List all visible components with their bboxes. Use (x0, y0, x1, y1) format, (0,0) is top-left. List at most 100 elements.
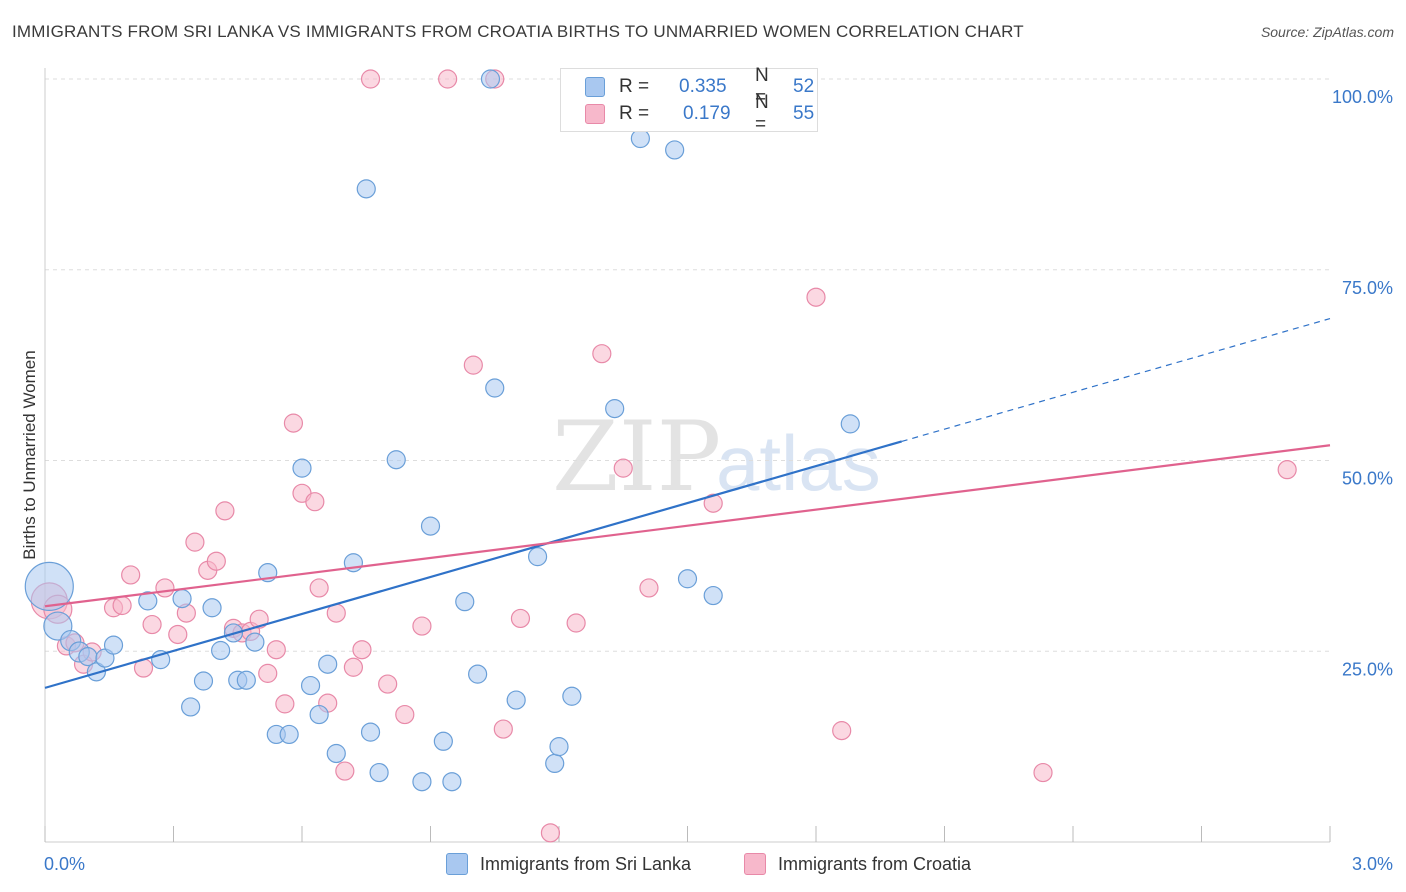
y-tick-label: 100.0% (1332, 87, 1393, 107)
croatia-point (613, 458, 633, 478)
legend-swatch-croatia (585, 104, 605, 124)
legend-r-value: 0.335 (679, 76, 727, 97)
watermark-atlas: atlas (716, 419, 881, 507)
sri-lanka-point (211, 640, 231, 661)
sri-lanka-point (300, 675, 321, 696)
sri-lanka-point (369, 762, 389, 783)
sri-lanka-point (545, 753, 565, 774)
y-tick-label: 75.0% (1342, 278, 1393, 298)
croatia-point (463, 355, 483, 375)
croatia-point (185, 532, 205, 552)
legend-r-label: R = (619, 103, 650, 124)
croatia-point (305, 492, 325, 512)
sri-lanka-point (172, 589, 192, 609)
axes (44, 68, 1331, 843)
sri-lanka-point (309, 704, 329, 725)
croatia-point (283, 413, 304, 433)
sri-lanka-point (485, 378, 505, 398)
tick-labels: 25.0% 50.0% 75.0% 100.0% 0.0% 3.0% (44, 87, 1393, 874)
croatia-point (258, 663, 278, 683)
croatia-point (168, 624, 188, 645)
croatia-point (806, 287, 826, 307)
sri-lanka-point (202, 598, 222, 618)
croatia-point (266, 640, 286, 660)
sri-lanka-points (24, 69, 860, 792)
grid-lines (45, 78, 1330, 652)
croatia-point (1033, 762, 1053, 783)
sri-lanka-trend-line (44, 440, 902, 689)
sri-lanka-point (138, 591, 158, 611)
legend-swatch-sri-lanka (446, 853, 468, 875)
source-label: Source: ZipAtlas.com (1260, 24, 1394, 40)
sri-lanka-point (412, 772, 432, 792)
sri-lanka-point (433, 731, 453, 751)
correlation-legend: R = 0.335 N = 52 R = 0.179 N = 55 (560, 65, 818, 135)
sri-lanka-point (386, 450, 406, 470)
croatia-point (1277, 460, 1297, 480)
sri-lanka-point (24, 561, 74, 611)
y-tick-label: 25.0% (1342, 659, 1393, 679)
legend-item-sri-lanka: Immigrants from Sri Lanka (446, 850, 691, 878)
sri-lanka-point (549, 737, 569, 757)
sri-lanka-point (442, 772, 462, 792)
sri-lanka-point (420, 516, 441, 536)
croatia-point (275, 694, 295, 714)
croatia-point (249, 609, 269, 629)
legend-r-value: 0.179 (683, 103, 731, 124)
sri-lanka-point (605, 399, 625, 419)
zipatlas-watermark: ZIP atlas (552, 401, 881, 513)
legend-label-croatia: Immigrants from Croatia (778, 853, 972, 874)
legend-n-value: 52 (793, 76, 815, 97)
sri-lanka-point (455, 592, 475, 612)
croatia-trend-line (44, 444, 1331, 608)
legend-n-label: N = (755, 92, 769, 135)
croatia-point (121, 565, 141, 585)
sri-lanka-point (326, 743, 346, 764)
croatia-point (412, 616, 432, 636)
croatia-point (352, 640, 372, 660)
sri-lanka-point (665, 140, 685, 160)
croatia-point (142, 614, 162, 635)
croatia-point (343, 657, 363, 677)
croatia-point (309, 578, 329, 598)
watermark-zip: ZIP (552, 401, 721, 513)
croatia-point (112, 595, 132, 616)
sri-lanka-point (236, 670, 256, 690)
x-tick-label: 0.0% (44, 854, 85, 874)
sri-lanka-point (86, 662, 107, 682)
sri-lanka-point (103, 635, 124, 655)
sri-lanka-point (181, 697, 201, 717)
croatia-point (510, 608, 531, 629)
sri-lanka-point (677, 569, 698, 589)
croatia-point (360, 69, 381, 89)
sri-lanka-point (318, 654, 338, 674)
croatia-point (206, 551, 226, 571)
legend-label-sri-lanka: Immigrants from Sri Lanka (480, 853, 692, 874)
croatia-point (703, 493, 723, 513)
sri-lanka-point (630, 128, 650, 149)
y-tick-label: 50.0% (1342, 469, 1393, 489)
sri-lanka-point (245, 632, 265, 652)
sri-lanka-trend-extension (901, 318, 1331, 443)
croatia-point (378, 674, 398, 694)
sri-lanka-point (193, 671, 214, 691)
legend-swatch-sri-lanka (585, 77, 605, 97)
legend-swatch-croatia (744, 853, 766, 875)
sri-lanka-point (840, 414, 860, 434)
sri-lanka-point (480, 69, 501, 89)
croatia-point (639, 578, 659, 598)
sri-lanka-point (527, 547, 548, 567)
croatia-point (566, 613, 586, 633)
sri-lanka-point (703, 585, 723, 606)
x-tick-label: 3.0% (1352, 854, 1393, 874)
sri-lanka-point (562, 686, 582, 706)
croatia-point (395, 704, 415, 725)
legend-item-croatia: Immigrants from Croatia (744, 850, 971, 878)
croatia-point (540, 823, 561, 843)
sri-lanka-point (279, 724, 299, 745)
sri-lanka-point (468, 664, 488, 684)
chart-title: IMMIGRANTS FROM SRI LANKA VS IMMIGRANTS … (12, 22, 1024, 41)
sri-lanka-point (360, 722, 381, 742)
legend-r-label: R = (619, 76, 650, 97)
